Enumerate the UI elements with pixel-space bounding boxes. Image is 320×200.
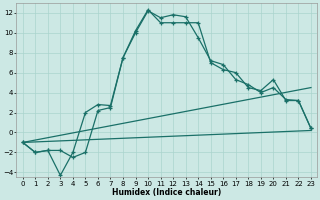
- X-axis label: Humidex (Indice chaleur): Humidex (Indice chaleur): [112, 188, 221, 197]
